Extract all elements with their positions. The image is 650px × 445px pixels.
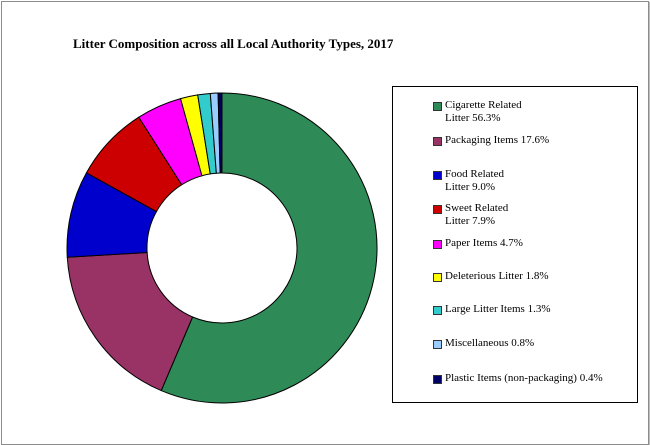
legend-swatch [433,240,442,249]
legend-item: Food Related Litter 9.0% [433,168,504,194]
donut-slice-0 [160,92,378,404]
donut-chart [66,92,378,404]
legend-label: Deleterious Litter 1.8% [445,270,549,282]
donut-slice-1 [66,251,194,392]
legend-swatch [433,273,442,282]
legend-swatch [433,306,442,315]
legend-item: Deleterious Litter 1.8% [433,270,549,283]
legend-label: Cigarette Related Litter 56.3% [445,99,522,124]
legend-item: Packaging Items 17.6% [433,134,549,147]
legend-swatch [433,137,442,146]
chart-title: Litter Composition across all Local Auth… [73,36,394,51]
legend-item: Cigarette Related Litter 56.3% [433,99,522,125]
chart-legend: Cigarette Related Litter 56.3% Packaging … [392,86,638,403]
legend-swatch [433,340,442,349]
legend-label: Food Related Litter 9.0% [445,168,504,193]
legend-label: Miscellaneous 0.8% [445,337,535,349]
legend-swatch [433,171,442,180]
legend-item: Paper Items 4.7% [433,237,523,250]
legend-label: Sweet Related Litter 7.9% [445,202,509,227]
legend-item: Sweet Related Litter 7.9% [433,202,508,228]
legend-swatch [433,205,442,214]
donut-slice-8 [217,92,223,174]
legend-label: Packaging Items 17.6% [445,134,550,146]
legend-swatch [433,102,442,111]
legend-label: Paper Items 4.7% [445,237,523,249]
legend-item: Plastic Items (non-packaging) 0.4% [433,372,603,385]
legend-item: Miscellaneous 0.8% [433,337,534,350]
legend-label: Large Litter Items 1.3% [445,303,551,315]
legend-label: Plastic Items (non-packaging) 0.4% [445,372,603,384]
legend-item: Large Litter Items 1.3% [433,303,550,316]
legend-swatch [433,375,442,384]
